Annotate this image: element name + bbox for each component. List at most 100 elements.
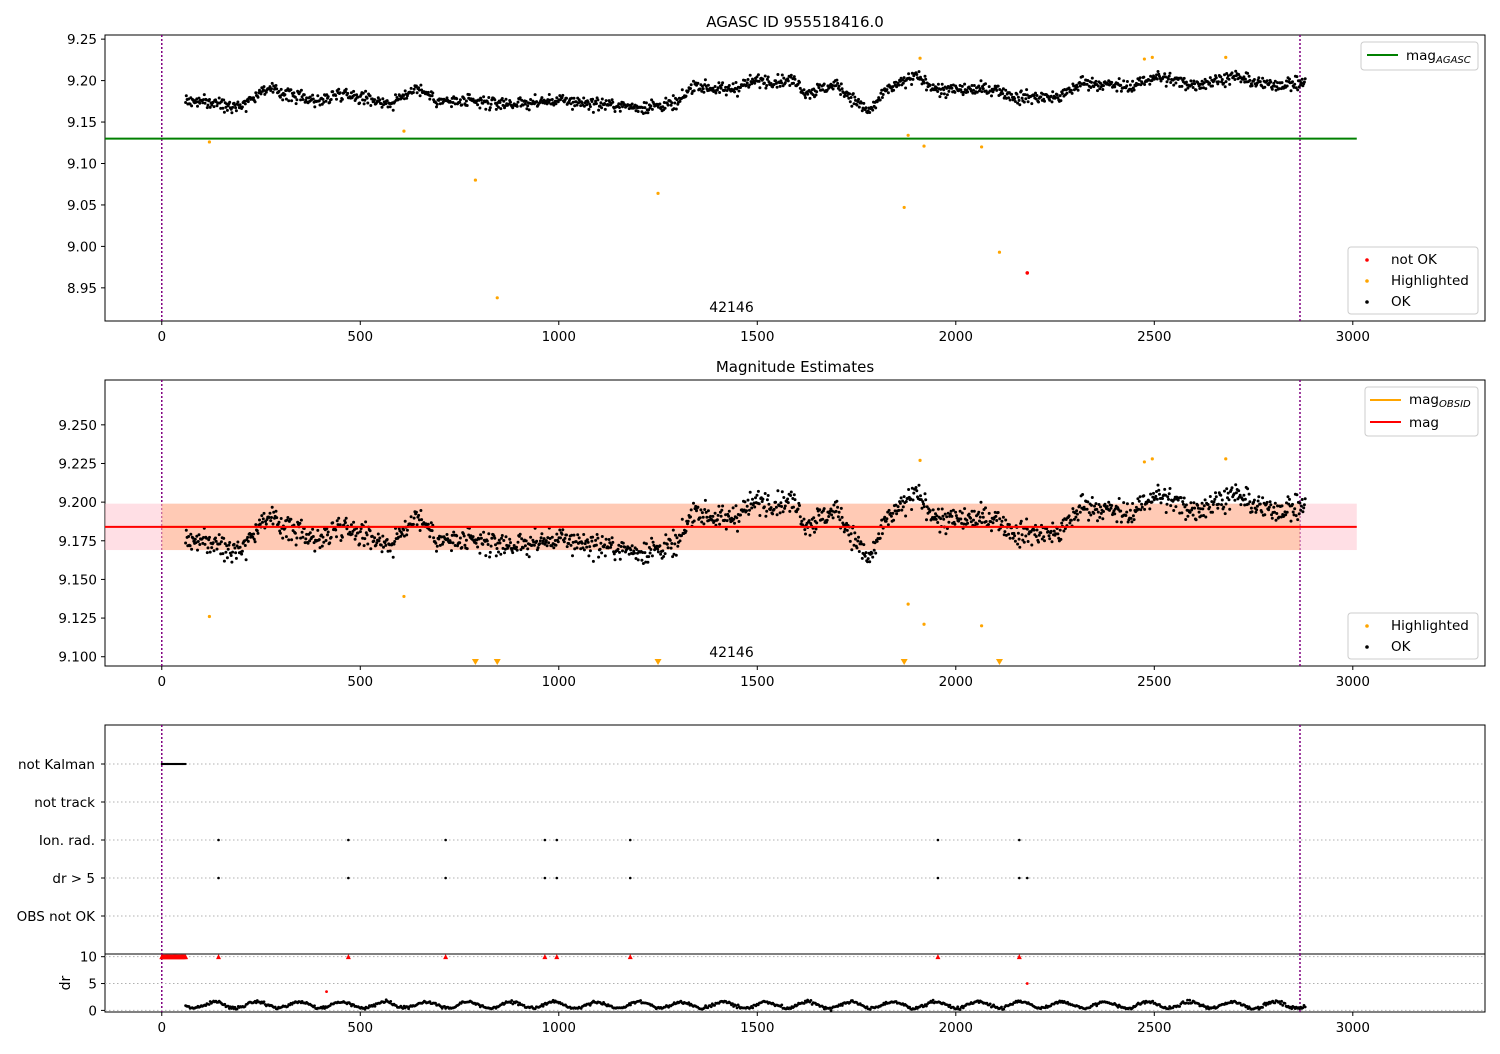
data-point-ok (1108, 508, 1111, 512)
data-point-ok (703, 78, 707, 82)
data-point-ok (853, 531, 857, 535)
data-point-ok (1223, 489, 1226, 493)
data-point-ok (380, 105, 384, 109)
data-point-ok (767, 502, 771, 506)
data-point-ok (535, 539, 539, 543)
data-point-ok (1243, 77, 1247, 81)
data-point-ok (696, 505, 700, 509)
data-point-ok (611, 540, 615, 544)
data-point-ok (411, 91, 415, 94)
x-tick-label: 1500 (740, 1020, 774, 1036)
data-point-ok (969, 516, 973, 520)
data-point-ok (830, 513, 834, 517)
obsid-bounds-1 (161, 35, 1301, 321)
data-point-ok (335, 97, 338, 101)
data-point-ok (715, 518, 719, 522)
data-point-ok (412, 87, 416, 91)
data-point-ok (231, 550, 235, 554)
data-point-ok (834, 509, 838, 513)
data-point-ok (868, 111, 872, 114)
x-tick-label: 500 (347, 674, 373, 690)
data-point-ok (482, 530, 486, 534)
data-point-ok (806, 92, 810, 96)
data-point-ok (502, 99, 506, 103)
data-point-ok (1182, 76, 1186, 80)
data-point-ok (692, 519, 696, 523)
data-point-ok (942, 517, 946, 521)
dr-point (1245, 1004, 1249, 1008)
data-point-ok (435, 544, 439, 548)
data-point-ok (998, 88, 1002, 91)
data-point-ok (202, 536, 205, 539)
data-point-ok (832, 503, 836, 507)
data-point-ok (776, 73, 780, 76)
data-point-ok (747, 512, 751, 516)
dr-point (629, 1003, 632, 1007)
data-point-ok (712, 89, 716, 93)
data-point-ok (1285, 510, 1289, 514)
data-point-ok (556, 540, 560, 544)
data-point-ok (862, 101, 866, 105)
data-point-ok (550, 535, 554, 539)
data-point-ok (1051, 90, 1055, 94)
dr-clipped-marker (183, 954, 189, 960)
data-point-ok (1277, 515, 1281, 519)
data-point-ok (328, 541, 332, 545)
data-point-ok (818, 508, 822, 512)
data-point-ok (1233, 498, 1237, 502)
dr-clipped-marker (935, 954, 941, 960)
data-point-ok (378, 98, 382, 102)
dr-point (262, 1000, 266, 1004)
data-point-ok (458, 536, 462, 540)
data-point-ok (1048, 537, 1052, 541)
data-point-ok (1095, 507, 1099, 511)
x-tick-label: 2000 (939, 329, 973, 345)
data-point-ok (338, 91, 342, 95)
data-point-ok (771, 512, 775, 516)
data-point-ok (1227, 498, 1231, 502)
data-point-ok (311, 527, 315, 531)
data-point-ok (374, 543, 378, 547)
data-point-ok (704, 510, 708, 514)
data-point-ok (267, 516, 271, 519)
data-point-ok (1277, 87, 1281, 91)
data-point-ok (486, 101, 490, 105)
data-point-ok (215, 547, 219, 551)
data-point-ok (453, 102, 457, 106)
data-point-ok (945, 93, 949, 97)
data-point-ok (599, 101, 603, 105)
data-point-ok (565, 96, 568, 100)
data-point-ok (774, 79, 778, 83)
data-point-ok (294, 543, 298, 547)
data-point-ok (1035, 94, 1039, 97)
data-point-ok (817, 513, 821, 517)
data-point-ok (1000, 89, 1004, 93)
data-point-ok (758, 86, 762, 90)
data-point-ok (641, 106, 645, 110)
data-point-ok (524, 99, 528, 103)
data-point-ok (1189, 79, 1193, 83)
data-point-ok (716, 86, 720, 90)
data-point-ok (262, 511, 266, 515)
data-point-ok (1180, 511, 1184, 515)
data-point-ok (853, 95, 857, 99)
data-point-ok (553, 539, 557, 542)
data-point-ok (671, 555, 675, 559)
data-point-ok (1219, 493, 1223, 497)
data-point-ok (836, 81, 840, 85)
data-point-ok (925, 88, 928, 92)
data-point-ok (1083, 82, 1087, 86)
data-point-ok (518, 532, 522, 536)
data-point-ok (736, 94, 739, 98)
legend-label-mag-main: mag (1406, 48, 1436, 64)
data-point-ok (223, 542, 227, 546)
data-point-ok (1216, 506, 1220, 510)
data-point-ok (1013, 534, 1017, 538)
data-point-ok (343, 521, 347, 525)
data-point-ok (849, 532, 853, 536)
data-point-ok (196, 548, 199, 552)
data-point-ok (414, 84, 418, 88)
data-point-ok (476, 545, 480, 549)
data-point-ok (948, 512, 952, 516)
data-point-ok (692, 501, 695, 505)
